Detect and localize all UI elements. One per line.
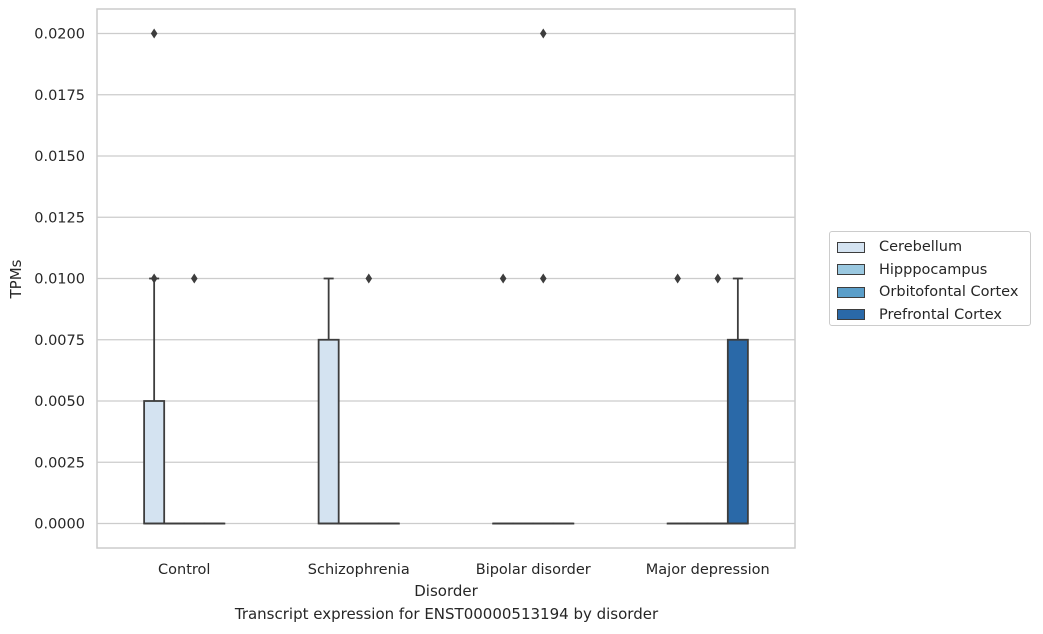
box-cerebellum xyxy=(317,277,340,525)
legend-swatch xyxy=(837,264,865,276)
legend: Cerebellum Hipppocampus Orbitofontal Corte… xyxy=(829,231,1031,326)
outlier-point xyxy=(539,273,547,284)
outlier-point xyxy=(714,273,722,284)
legend-label: Prefrontal Cortex xyxy=(879,306,1002,323)
outlier-point xyxy=(674,273,681,284)
legend-label: Hipppocampus xyxy=(879,261,988,278)
y-tick-label: 0.0150 xyxy=(34,149,85,165)
chart-caption: Transcript expression for ENST0000051319… xyxy=(234,605,659,623)
box-cerebellum xyxy=(492,273,515,525)
x-axis-label: Disorder xyxy=(414,582,478,600)
x-tick-label: Control xyxy=(158,562,210,578)
box-iqr xyxy=(143,400,166,525)
y-tick-label: 0.0025 xyxy=(34,455,85,471)
legend-label: Cerebellum xyxy=(879,239,963,256)
box-orbitofontal-cortex xyxy=(706,273,729,525)
x-tick-labels: Control Schizophrenia Bipolar disorder Majo… xyxy=(158,562,770,578)
box-orbitofontal-cortex xyxy=(357,273,380,525)
box-cerebellum xyxy=(143,28,166,525)
legend-item: Orbitofontal Cortex xyxy=(837,281,1030,304)
outlier-point xyxy=(499,273,507,284)
legend-item: Prefrontal Cortex xyxy=(837,304,1030,327)
x-tick-label: Schizophrenia xyxy=(308,562,410,578)
y-tick-label: 0.0075 xyxy=(34,333,85,349)
y-tick-label: 0.0200 xyxy=(34,27,85,43)
outlier-point xyxy=(150,28,158,39)
x-tick-label: Bipolar disorder xyxy=(476,562,591,578)
legend-item: Hipppocampus xyxy=(837,259,1030,282)
box-iqr xyxy=(317,338,340,525)
y-axis-label: TPMs xyxy=(7,259,25,299)
box-prefrontal-cortex xyxy=(726,277,749,525)
outlier-point xyxy=(190,273,198,284)
y-tick-label: 0.0175 xyxy=(34,88,85,104)
y-tick-label: 0.0050 xyxy=(34,394,85,410)
legend-swatch xyxy=(837,286,865,298)
gridlines xyxy=(97,32,795,525)
box-orbitofontal-cortex xyxy=(183,273,206,525)
outlier-point xyxy=(539,28,547,39)
y-tick-label: 0.0000 xyxy=(34,517,85,533)
legend-swatch xyxy=(837,309,865,321)
y-tick-labels: 0.0000 0.0025 0.0050 0.0075 0.0100 0.0125 0.01… xyxy=(34,27,85,533)
boxes xyxy=(143,28,749,525)
box-orbitofontal-cortex xyxy=(532,28,555,525)
legend-item: Cerebellum xyxy=(837,236,1030,259)
outlier-point xyxy=(365,273,373,284)
x-tick-label: Major depression xyxy=(646,562,770,578)
legend-label: Orbitofontal Cortex xyxy=(879,284,1019,301)
box-iqr xyxy=(726,338,749,525)
outlier-point xyxy=(150,273,158,284)
y-tick-label: 0.0125 xyxy=(34,210,85,226)
box-cerebellum xyxy=(666,273,689,525)
legend-swatch xyxy=(837,241,865,253)
y-tick-label: 0.0100 xyxy=(34,272,85,288)
plot-area-frame xyxy=(96,8,796,549)
